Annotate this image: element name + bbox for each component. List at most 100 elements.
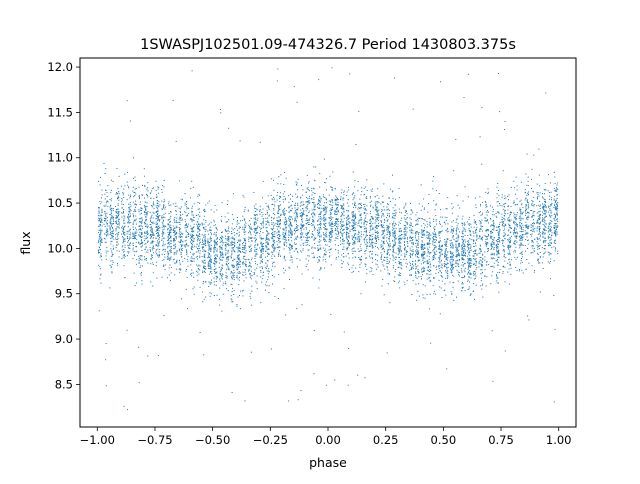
data-point — [455, 237, 457, 239]
data-point — [462, 215, 464, 217]
data-point — [204, 259, 206, 261]
data-point — [435, 239, 437, 240]
data-point — [322, 256, 324, 258]
data-point — [496, 275, 497, 276]
data-point — [253, 217, 255, 219]
data-point — [341, 206, 343, 208]
data-point — [192, 246, 194, 248]
data-point — [109, 227, 111, 229]
data-point — [268, 238, 270, 240]
data-point — [288, 215, 290, 217]
data-point — [260, 237, 262, 239]
data-point — [168, 258, 170, 260]
data-point — [501, 205, 503, 207]
data-point — [207, 265, 209, 267]
data-point — [326, 228, 328, 230]
data-point — [492, 214, 494, 216]
data-point — [399, 246, 401, 248]
data-point — [173, 258, 175, 260]
data-point — [371, 242, 373, 243]
data-point — [337, 236, 339, 237]
data-point — [268, 208, 270, 210]
data-point — [435, 272, 437, 274]
data-point — [499, 271, 501, 273]
data-point — [291, 245, 293, 246]
data-point — [455, 138, 457, 140]
data-point — [538, 238, 540, 240]
data-point — [163, 226, 165, 228]
data-point — [475, 228, 477, 230]
data-point — [383, 183, 385, 185]
data-point — [417, 271, 419, 273]
data-point — [516, 204, 518, 206]
data-point — [358, 210, 360, 212]
data-point — [501, 196, 503, 198]
data-point — [122, 194, 124, 196]
data-point — [423, 268, 425, 269]
data-point — [257, 225, 259, 227]
data-point — [480, 222, 482, 224]
data-point — [346, 228, 348, 230]
data-point — [342, 199, 344, 201]
data-point — [473, 235, 475, 237]
data-point — [520, 211, 522, 213]
data-point — [116, 224, 118, 226]
data-point — [364, 209, 366, 211]
data-point — [490, 283, 492, 285]
data-point — [180, 198, 182, 200]
data-point — [196, 243, 198, 245]
data-point — [234, 242, 236, 244]
data-point — [482, 230, 483, 232]
data-point — [190, 197, 191, 199]
data-point — [492, 238, 494, 240]
data-point — [480, 214, 482, 216]
data-point — [433, 242, 435, 243]
data-point — [422, 259, 424, 261]
data-point — [250, 234, 252, 236]
data-point — [488, 264, 490, 266]
data-point — [475, 204, 477, 206]
data-point — [158, 206, 160, 208]
data-point — [400, 242, 402, 244]
data-point — [371, 253, 373, 255]
data-point — [378, 222, 379, 224]
data-point — [469, 270, 471, 272]
data-point — [504, 350, 506, 352]
data-point — [329, 241, 331, 243]
data-point — [138, 255, 140, 257]
data-point — [337, 225, 339, 227]
data-point — [497, 205, 499, 207]
data-point — [188, 232, 189, 234]
data-point — [545, 239, 547, 241]
data-point — [144, 243, 146, 245]
data-point — [554, 224, 556, 226]
data-point — [447, 197, 449, 199]
data-point — [351, 249, 353, 251]
data-point — [128, 186, 130, 188]
data-point — [256, 282, 258, 284]
data-point — [124, 234, 126, 236]
data-point — [326, 236, 328, 238]
data-point — [303, 211, 305, 213]
data-point — [417, 270, 419, 272]
data-point — [412, 266, 414, 268]
data-point — [399, 231, 401, 233]
data-point — [261, 245, 263, 247]
data-point — [532, 252, 534, 254]
data-point — [466, 240, 468, 242]
data-point — [267, 221, 269, 223]
data-point — [150, 238, 152, 240]
data-point — [438, 251, 440, 253]
data-point — [318, 249, 320, 251]
data-point — [150, 219, 152, 221]
data-point — [497, 190, 499, 191]
data-point — [430, 342, 432, 344]
data-point — [475, 284, 477, 286]
data-point — [328, 256, 330, 258]
data-point — [349, 73, 351, 75]
data-point — [549, 253, 551, 255]
data-point — [383, 259, 385, 261]
data-point — [469, 295, 471, 297]
data-point — [130, 242, 131, 244]
data-point — [230, 242, 232, 243]
